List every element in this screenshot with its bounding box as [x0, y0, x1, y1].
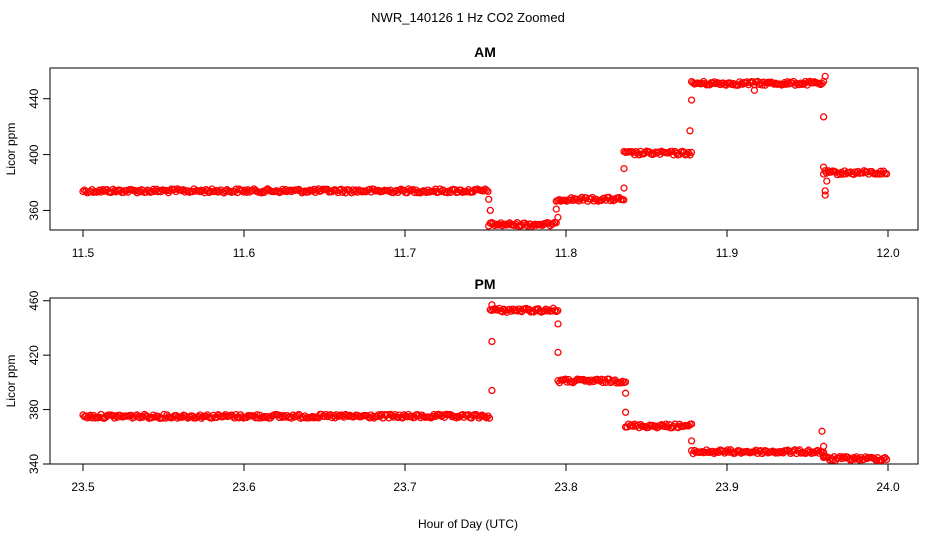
- pm-data-point: [881, 454, 889, 462]
- pm-transition-point: [621, 389, 630, 397]
- am-x-axis: 11.5 11.6 11.7 11.8 11.9 12.0: [72, 230, 900, 260]
- am-data-point: [635, 151, 643, 159]
- am-transition-point: [620, 184, 628, 192]
- pm-y-axis-label: Licor ppm: [4, 355, 18, 408]
- am-data-point: [549, 220, 557, 228]
- am-transition-point: [821, 72, 829, 81]
- pm-data-point: [687, 420, 696, 428]
- x-axis-label: Hour of Day (UTC): [418, 517, 518, 531]
- am-y-axis: 360 400 440: [27, 88, 50, 220]
- am-transition-point: [620, 164, 628, 173]
- pm-transition-point: [621, 408, 630, 416]
- am-transition-point: [823, 177, 831, 185]
- am-data-point: [491, 221, 499, 230]
- pm-data-point: [554, 306, 562, 315]
- am-x-tick-label: 11.5: [72, 246, 95, 260]
- am-data-point: [98, 186, 107, 194]
- pm-data-point: [485, 414, 494, 422]
- am-y-tick-label: 400: [27, 144, 41, 164]
- am-transition-point: [552, 205, 560, 213]
- pm-transition-point: [554, 348, 562, 357]
- am-y-tick-label: 440: [27, 88, 41, 108]
- pm-x-tick-label: 23.7: [393, 480, 417, 494]
- pm-data-point: [849, 454, 858, 462]
- pm-data-point: [617, 379, 625, 387]
- am-transition-point: [821, 187, 829, 195]
- am-x-tick-label: 12.0: [876, 246, 900, 260]
- pm-data-point: [618, 377, 627, 386]
- am-panel: AM 11.5 11.6 11.7 11.8 11.9 12.0 360 400 440 Li…: [4, 44, 919, 260]
- pm-data-point: [882, 455, 891, 464]
- am-data-point: [882, 170, 891, 178]
- pm-plot-frame: [49, 297, 919, 465]
- am-panel-title: AM: [474, 44, 496, 60]
- am-data-point: [668, 147, 676, 156]
- pm-y-tick-label: 460: [27, 290, 41, 310]
- pm-panel-title: PM: [475, 276, 496, 292]
- am-transition-point: [819, 113, 828, 121]
- pm-x-tick-label: 23.6: [232, 480, 256, 494]
- am-plot-frame: [49, 67, 919, 231]
- am-data-point: [683, 150, 691, 158]
- pm-transition-point: [818, 427, 826, 435]
- am-transition-point: [554, 213, 562, 222]
- pm-transition-point: [819, 452, 828, 460]
- am-transition-point: [821, 191, 829, 199]
- am-data-point: [620, 196, 628, 204]
- pm-y-axis: 340 380 420 460: [27, 290, 50, 474]
- am-x-tick-label: 11.9: [716, 246, 739, 260]
- pm-data-point: [585, 378, 594, 386]
- pm-data-point: [567, 377, 576, 386]
- am-data-point: [482, 186, 491, 194]
- am-x-tick-label: 11.6: [233, 246, 256, 260]
- am-data-point: [484, 187, 492, 196]
- am-data-point: [479, 187, 488, 195]
- am-data-point: [687, 148, 696, 157]
- pm-transition-point: [687, 437, 696, 445]
- pm-x-tick-label: 23.5: [71, 480, 95, 494]
- pm-transition-point: [488, 337, 496, 346]
- pm-panel: PM 23.5 23.6 23.7 23.8 23.9 24.0 340 380 420 460…: [4, 276, 919, 494]
- am-transition-point: [486, 206, 494, 215]
- pm-data-point: [621, 378, 630, 386]
- pm-x-tick-label: 24.0: [876, 480, 900, 494]
- pm-y-tick-label: 380: [27, 399, 41, 419]
- pm-transition-point: [819, 442, 828, 450]
- am-y-axis-label: Licor ppm: [4, 123, 18, 176]
- am-x-tick-label: 11.7: [394, 246, 417, 260]
- pm-y-tick-label: 420: [27, 345, 41, 365]
- am-transition-point: [687, 96, 696, 104]
- am-transition-point: [750, 86, 759, 94]
- am-data-point: [795, 80, 804, 89]
- am-transition-point: [819, 163, 828, 171]
- pm-x-axis: 23.5 23.6 23.7 23.8 23.9 24.0: [71, 464, 900, 494]
- pm-x-tick-label: 23.9: [715, 480, 739, 494]
- pm-data-point: [840, 454, 849, 462]
- am-y-tick-label: 360: [27, 200, 41, 220]
- pm-y-tick-label: 340: [27, 454, 41, 474]
- pm-transition-point: [488, 301, 496, 309]
- pm-transition-point: [554, 320, 562, 328]
- am-data-point: [710, 78, 718, 86]
- am-data-point: [834, 169, 843, 177]
- pm-x-tick-label: 23.8: [554, 480, 578, 494]
- pm-transition-point: [488, 386, 496, 395]
- pm-data-points: [79, 301, 891, 465]
- am-data-point: [726, 79, 735, 87]
- pm-data-point: [482, 414, 491, 422]
- figure-title: NWR_140126 1 Hz CO2 Zoomed: [371, 10, 565, 25]
- am-data-point: [606, 196, 614, 205]
- am-x-tick-label: 11.8: [555, 246, 578, 260]
- am-transition-point: [485, 195, 493, 203]
- pm-data-point: [774, 449, 783, 457]
- am-transition-point: [686, 127, 694, 135]
- am-data-point: [827, 168, 835, 176]
- am-data-points: [79, 72, 891, 231]
